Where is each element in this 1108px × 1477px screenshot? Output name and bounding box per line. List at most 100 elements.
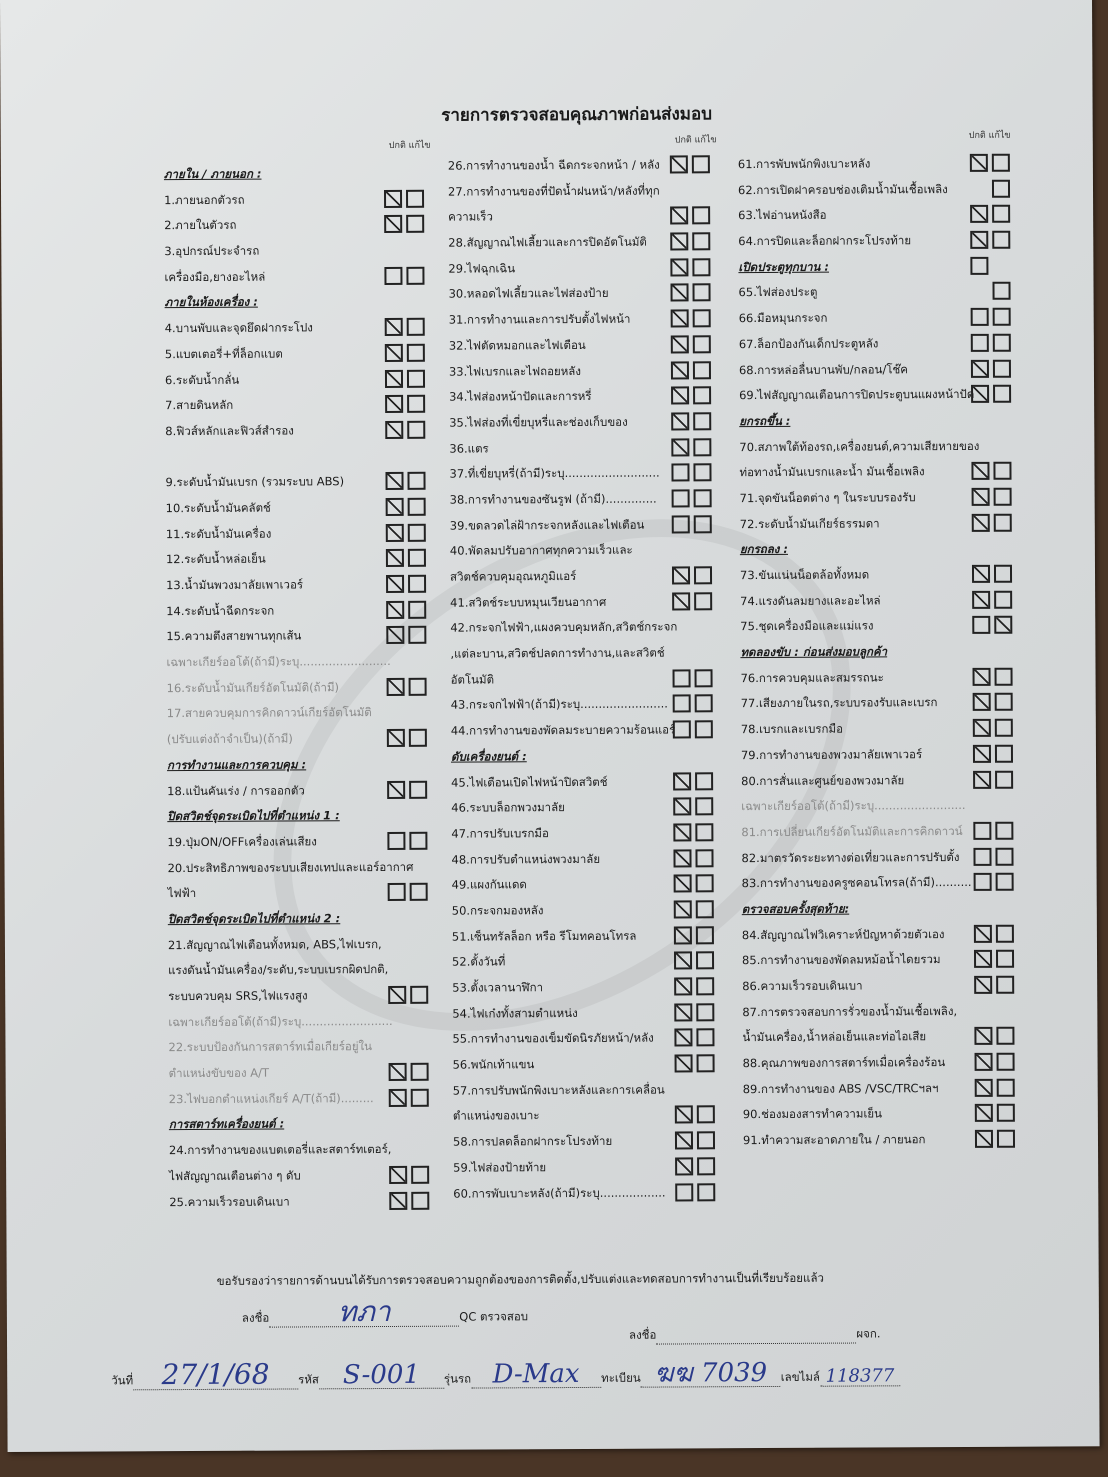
checkbox-normal[interactable]	[386, 600, 405, 619]
checkbox-normal[interactable]	[385, 549, 404, 568]
checkbox-normal[interactable]	[671, 515, 690, 534]
checkbox-normal[interactable]	[972, 744, 992, 763]
checkbox-normal[interactable]	[974, 1027, 993, 1046]
checkbox-fix[interactable]	[995, 872, 1014, 892]
checkbox-fix[interactable]	[694, 720, 713, 739]
checkbox-fix[interactable]	[993, 487, 1012, 506]
checkbox-fix[interactable]	[695, 925, 714, 944]
checkbox-fix[interactable]	[406, 266, 425, 285]
checkbox-normal[interactable]	[973, 924, 992, 943]
checkbox-fix[interactable]	[695, 951, 715, 970]
checkbox-normal[interactable]	[970, 307, 989, 327]
checkbox-fix[interactable]	[992, 333, 1011, 352]
checkbox-normal[interactable]	[386, 729, 405, 748]
checkbox-fix[interactable]	[405, 189, 425, 208]
checkbox-normal[interactable]	[385, 472, 404, 491]
checkbox-normal[interactable]	[384, 318, 403, 337]
checkbox-normal[interactable]	[969, 153, 988, 172]
checkbox-normal[interactable]	[387, 883, 406, 902]
checkbox-fix[interactable]	[696, 1002, 715, 1022]
checkbox-fix[interactable]	[695, 848, 714, 867]
checkbox-normal[interactable]	[673, 926, 692, 945]
checkbox-normal[interactable]	[674, 1028, 693, 1047]
checkbox-normal[interactable]	[670, 232, 689, 251]
checkbox-normal[interactable]	[973, 821, 992, 840]
checkbox-fix[interactable]	[692, 309, 711, 328]
checkbox-normal[interactable]	[973, 950, 993, 969]
checkbox-normal[interactable]	[672, 694, 691, 713]
checkbox-fix[interactable]	[697, 1157, 716, 1176]
checkbox-fix[interactable]	[994, 693, 1013, 712]
checkbox-normal[interactable]	[384, 266, 403, 285]
checkbox-normal[interactable]	[671, 412, 690, 431]
checkbox-normal[interactable]	[387, 831, 406, 850]
checkbox-fix[interactable]	[992, 230, 1011, 249]
checkbox-normal[interactable]	[970, 256, 989, 275]
checkbox-normal[interactable]	[386, 677, 405, 696]
checkbox-fix[interactable]	[692, 283, 711, 302]
checkbox-normal[interactable]	[972, 693, 991, 712]
checkbox-fix[interactable]	[406, 369, 426, 388]
checkbox-fix[interactable]	[697, 1182, 716, 1201]
checkbox-fix[interactable]	[993, 513, 1012, 532]
checkbox-normal[interactable]	[674, 1105, 693, 1124]
checkbox-normal[interactable]	[670, 335, 689, 354]
checkbox-normal[interactable]	[383, 189, 403, 208]
checkbox-fix[interactable]	[407, 523, 426, 542]
checkbox-normal[interactable]	[389, 1165, 408, 1184]
checkbox-normal[interactable]	[675, 1182, 694, 1201]
checkbox-normal[interactable]	[971, 513, 990, 532]
checkbox-fix[interactable]	[693, 386, 712, 405]
checkbox-fix[interactable]	[407, 549, 426, 568]
checkbox-normal[interactable]	[972, 718, 991, 738]
checkbox-normal[interactable]	[674, 1131, 694, 1150]
checkbox-fix[interactable]	[407, 420, 426, 439]
checkbox-fix[interactable]	[992, 307, 1011, 326]
checkbox-normal[interactable]	[384, 215, 403, 234]
checkbox-normal[interactable]	[974, 1129, 994, 1149]
checkbox-normal[interactable]	[673, 771, 692, 790]
checkbox-fix[interactable]	[409, 780, 428, 799]
checkbox-fix[interactable]	[991, 153, 1010, 172]
checkbox-normal[interactable]	[385, 420, 404, 439]
checkbox-normal[interactable]	[973, 770, 992, 789]
checkbox-fix[interactable]	[693, 437, 712, 456]
checkbox-normal[interactable]	[973, 873, 992, 892]
checkbox-normal[interactable]	[674, 1054, 693, 1073]
checkbox-fix[interactable]	[991, 179, 1011, 198]
checkbox-fix[interactable]	[408, 728, 427, 747]
checkbox-normal[interactable]	[384, 343, 403, 362]
checkbox-fix[interactable]	[693, 463, 712, 482]
checkbox-normal[interactable]	[970, 333, 989, 352]
checkbox-normal[interactable]	[671, 489, 690, 508]
checkbox-normal[interactable]	[670, 258, 689, 277]
checkbox-fix[interactable]	[407, 497, 426, 516]
checkbox-fix[interactable]	[408, 626, 427, 645]
checkbox-normal[interactable]	[974, 1078, 993, 1097]
checkbox-fix[interactable]	[407, 394, 426, 414]
checkbox-normal[interactable]	[671, 463, 690, 482]
checkbox-fix[interactable]	[996, 1052, 1015, 1071]
checkbox-normal[interactable]	[672, 669, 691, 688]
checkbox-fix[interactable]	[410, 985, 429, 1004]
checkbox-fix[interactable]	[695, 797, 714, 816]
checkbox-normal[interactable]	[974, 1052, 993, 1071]
checkbox-normal[interactable]	[970, 359, 989, 378]
checkbox-fix[interactable]	[696, 977, 715, 996]
checkbox-fix[interactable]	[995, 821, 1014, 840]
checkbox-fix[interactable]	[406, 317, 425, 336]
checkbox-fix[interactable]	[995, 847, 1014, 866]
checkbox-normal[interactable]	[388, 985, 407, 1004]
checkbox-normal[interactable]	[971, 385, 990, 404]
checkbox-fix[interactable]	[696, 1131, 716, 1150]
checkbox-fix[interactable]	[996, 1129, 1016, 1148]
checkbox-fix[interactable]	[696, 1028, 715, 1047]
checkbox-fix[interactable]	[692, 232, 711, 251]
checkbox-normal[interactable]	[671, 566, 691, 585]
checkbox-normal[interactable]	[388, 1062, 407, 1082]
checkbox-normal[interactable]	[972, 616, 991, 635]
checkbox-fix[interactable]	[993, 384, 1012, 403]
checkbox-fix[interactable]	[694, 694, 713, 713]
checkbox-fix[interactable]	[994, 744, 1014, 763]
checkbox-fix[interactable]	[693, 514, 712, 533]
